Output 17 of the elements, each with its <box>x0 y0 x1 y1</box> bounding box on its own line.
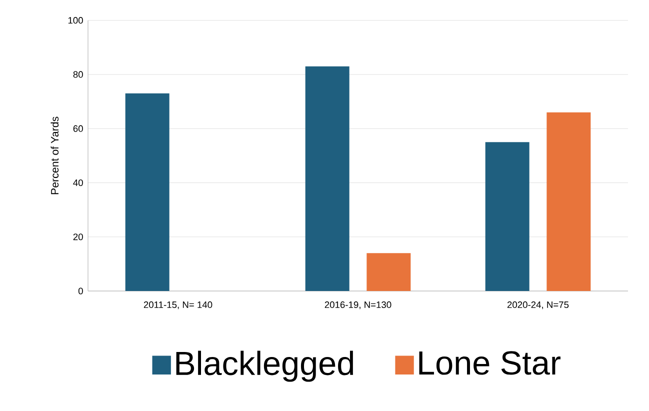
bar <box>546 112 591 291</box>
x-tick-label: 2020-24, N=75 <box>507 301 569 310</box>
y-tick-label: 80 <box>73 71 83 78</box>
x-tick-label: 2011-15, N= 140 <box>144 301 212 310</box>
y-tick-label: 0 <box>78 288 83 294</box>
y-axis-title: Percent of Yards <box>50 116 59 194</box>
legend-label: Blacklegged <box>176 350 354 382</box>
y-tick-label: 20 <box>73 234 83 240</box>
y-tick-label: 60 <box>73 125 83 132</box>
bar <box>305 66 350 291</box>
bar <box>485 142 530 291</box>
legend-label: Lone Star <box>419 351 560 375</box>
y-tick-label: 40 <box>73 179 83 186</box>
x-tick-label: 2016-19, N=130 <box>324 301 392 310</box>
bar <box>366 253 411 291</box>
bar <box>125 93 170 291</box>
y-tick-label: 100 <box>68 17 83 24</box>
